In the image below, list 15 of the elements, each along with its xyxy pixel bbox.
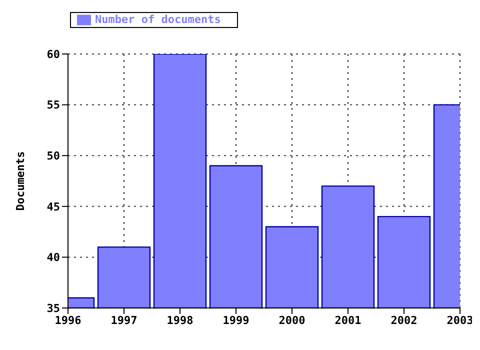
x-tick-label: 2001 (334, 314, 362, 327)
y-tick-label: 40 (46, 251, 60, 264)
x-tick-label: 1998 (166, 314, 194, 327)
y-tick-label: 35 (46, 302, 60, 315)
legend-label: Number of documents (95, 13, 221, 26)
y-tick-label: 45 (46, 200, 60, 214)
y-tick-label: 50 (46, 150, 60, 163)
y-tick-label: 55 (46, 98, 60, 112)
x-tick-label: 1999 (222, 314, 250, 327)
x-tick-label: 1997 (110, 314, 138, 327)
x-tick-label: 2000 (278, 314, 306, 327)
x-tick-label: 2002 (390, 314, 418, 327)
y-tick-label: 60 (46, 48, 60, 61)
x-tick-label: 1996 (54, 314, 82, 327)
y-axis-title: Documents (14, 151, 27, 211)
